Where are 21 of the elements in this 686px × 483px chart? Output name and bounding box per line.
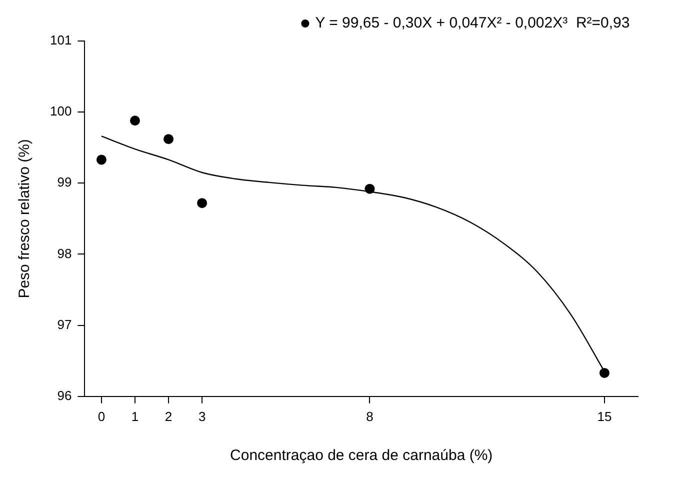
y-tick-label: 97 <box>57 316 72 332</box>
x-tick-label: 8 <box>366 408 374 424</box>
point <box>96 154 106 165</box>
x-axis-title: Concentraçao de cera de carnaúba (%) <box>230 447 493 464</box>
x-tick-label: 1 <box>131 408 139 424</box>
y-tick-label: 101 <box>50 32 72 48</box>
point <box>164 134 174 144</box>
y-tick-label: 100 <box>50 104 72 119</box>
y-tick-label: 98 <box>57 246 72 261</box>
legend-label: Y = 99,65 - 0,30X + 0,047X² - 0,002X³ R²=0,93 <box>315 14 630 32</box>
x-tick-label: 2 <box>164 408 172 424</box>
x-tick-label: 3 <box>198 408 206 424</box>
point <box>197 198 208 208</box>
x-tick-label: 15 <box>597 408 612 424</box>
y-tick-label: 99 <box>57 174 72 190</box>
point <box>599 368 610 378</box>
point <box>130 116 140 126</box>
point <box>364 184 375 194</box>
y-axis-title: Peso fresco relativo (%) <box>16 139 34 298</box>
x-tick-label: 0 <box>98 408 106 424</box>
y-tick-label: 96 <box>57 388 72 403</box>
